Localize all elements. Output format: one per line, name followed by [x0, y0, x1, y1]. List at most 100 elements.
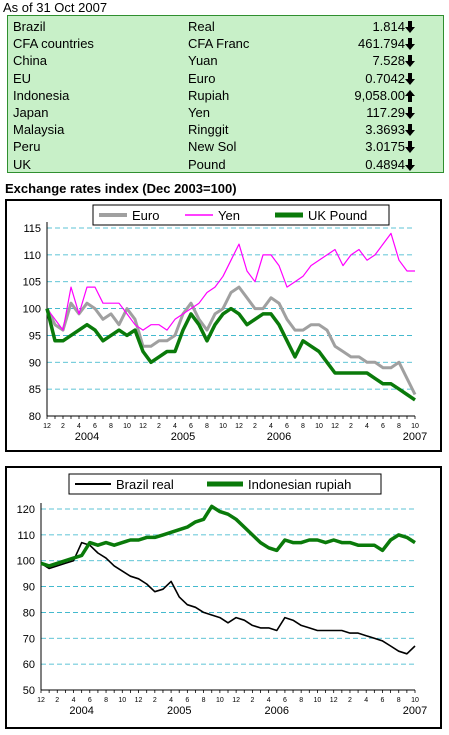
chart1-legend-label: UK Pound: [308, 208, 367, 223]
exchange-rate-value: 7.528: [372, 53, 405, 69]
arrow-down-icon: [405, 107, 415, 119]
arrow-up-icon: [405, 89, 415, 102]
country-name: China: [13, 53, 47, 69]
chart1-series-line: [46, 232, 415, 331]
chart2-x-tick-label: 6: [381, 697, 385, 704]
currency-name: Yen: [188, 105, 210, 120]
currency-name: Real: [188, 19, 215, 34]
chart1-x-tick-label: 4: [269, 423, 273, 430]
chart2-legend-label: Brazil real: [116, 477, 174, 492]
chart2-x-tick-label: 12: [330, 697, 338, 704]
chart1-year-label: 2006: [267, 431, 291, 443]
currency-name: Pound: [188, 156, 226, 172]
chart2-x-tick-label: 8: [104, 697, 108, 704]
chart2-x-tick-label: 4: [364, 697, 368, 704]
chart2-x-tick-label: 8: [299, 697, 303, 704]
chart2-x-tick-label: 4: [169, 697, 173, 704]
chart2-legend-label: Indonesian rupiah: [248, 477, 351, 492]
chart1-x-tick-label: 12: [43, 423, 51, 430]
chart1-legend: [92, 204, 390, 226]
exchange-rate-value: 3.3693: [365, 122, 405, 138]
chart1-x-tick-label: 12: [331, 423, 339, 430]
exchange-rate-value: 0.7042: [365, 70, 405, 86]
section-title: Exchange rates index (Dec 2003=100): [5, 181, 237, 196]
exchange-rate-value: 117.29: [366, 105, 405, 120]
arrow-down-icon: [405, 21, 415, 33]
rate-row: Peru New Sol 3.0175: [8, 139, 443, 156]
chart1-y-tick-label: 110: [23, 250, 41, 262]
chart1-x-tick-label: 2: [157, 423, 161, 430]
chart1-x-tick-label: 10: [219, 423, 227, 430]
chart-real-rupiah: 50 60 70 80 90 100 110 120 12 2 4 6 8 10 12 2 4 6 8 10 12 2 4 6…: [5, 466, 442, 729]
chart1-x-tick-label: 8: [109, 423, 113, 430]
exchange-rate-value: 3.0175: [365, 139, 405, 155]
rate-row: EU Euro 0.7042: [8, 71, 443, 88]
chart1-series-line: [45, 306, 416, 402]
chart1-y-tick-label: 90: [29, 357, 41, 369]
chart2-x-tick-label: 2: [55, 697, 59, 704]
chart1-x-tick-label: 2: [61, 423, 65, 430]
chart2-y-tick-label: 90: [23, 582, 35, 594]
chart2-x-tick-label: 8: [202, 697, 206, 704]
chart1-x-tick-label: 6: [381, 423, 385, 430]
chart2-series-line: [40, 541, 416, 655]
chart1-year-label: 2005: [171, 431, 195, 443]
chart2-x-tick-label: 12: [135, 697, 143, 704]
arrow-down-icon: [405, 72, 415, 85]
chart2-x-tick-label: 10: [411, 697, 419, 704]
chart1-y-tick-label: 100: [23, 304, 41, 316]
chart2-y-tick-label: 50: [23, 685, 35, 697]
rate-row: UK Pound 0.4894: [8, 157, 443, 174]
chart1-y-tick-label: 80: [29, 411, 41, 423]
chart-euro-yen-pound-svg: 80 85 90 95 100 105 110 115 12 2 4 6 8 10 12 2 4 6 8 10 12 2 4…: [23, 204, 427, 443]
exchange-rate-value: 461.794: [358, 36, 405, 52]
chart1-x-tick-label: 6: [285, 423, 289, 430]
chart2-x-tick-label: 2: [153, 697, 157, 704]
chart1-legend-label: Yen: [218, 208, 240, 223]
arrow-down-icon: [405, 158, 415, 171]
chart1-x-tick-label: 4: [173, 423, 177, 430]
chart1-x-tick-label: 8: [205, 423, 209, 430]
country-name: Indonesia: [13, 87, 70, 103]
chart2-x-tick-label: 6: [283, 697, 287, 704]
chart1-legend-label: Euro: [132, 208, 159, 223]
chart1-x-tick-label: 10: [411, 423, 419, 430]
chart2-x-tick-label: 12: [37, 697, 45, 704]
arrow-down-icon: [405, 55, 415, 68]
chart1-x-tick-label: 2: [253, 423, 257, 430]
chart2-y-tick-label: 120: [17, 504, 35, 516]
rate-row: CFA countries CFA Franc 461.794: [8, 36, 443, 53]
chart1-x-tick-label: 12: [139, 423, 147, 430]
chart1-x-tick-label: 6: [189, 423, 193, 430]
exchange-rate-value: 1.814: [372, 19, 405, 34]
chart1-x-tick-label: 8: [397, 423, 401, 430]
country-name: Peru: [13, 139, 41, 155]
exchange-rate-value: 0.4894: [365, 156, 405, 172]
chart2-x-tick-label: 8: [397, 697, 401, 704]
chart2-x-tick-label: 4: [72, 697, 76, 704]
rate-row: Japan Yen 117.29: [8, 105, 443, 122]
chart1-x-tick-label: 10: [315, 423, 323, 430]
country-name: Brazil: [13, 19, 46, 34]
currency-name: Euro: [188, 70, 216, 86]
currency-name: Ringgit: [188, 122, 229, 138]
chart1-y-tick-label: 95: [29, 330, 41, 342]
chart2-x-tick-label: 2: [348, 697, 352, 704]
chart1-x-tick-label: 12: [235, 423, 243, 430]
chart-euro-yen-pound: 80 85 90 95 100 105 110 115 12 2 4 6 8 10 12 2 4 6 8 10 12 2 4…: [5, 199, 442, 452]
chart2-series-line: [40, 504, 416, 568]
chart2-y-tick-label: 70: [23, 633, 35, 645]
chart1-x-tick-label: 4: [77, 423, 81, 430]
chart1-x-tick-label: 6: [93, 423, 97, 430]
chart1-x-tick-label: 10: [123, 423, 131, 430]
chart2-year-label: 2005: [167, 705, 191, 717]
country-name: UK: [13, 156, 32, 172]
chart2-x-tick-label: 4: [267, 697, 271, 704]
rate-row: Brazil Real 1.814: [8, 19, 443, 36]
chart1-y-tick-label: 105: [23, 277, 41, 289]
arrow-down-icon: [405, 38, 415, 51]
chart2-y-tick-label: 60: [23, 659, 35, 671]
arrow-down-icon: [405, 141, 415, 154]
chart2-y-tick-label: 110: [17, 530, 35, 542]
chart-real-rupiah-svg: 50 60 70 80 90 100 110 120 12 2 4 6 8 10 12 2 4 6 8 10 12 2 4 6…: [17, 473, 427, 717]
